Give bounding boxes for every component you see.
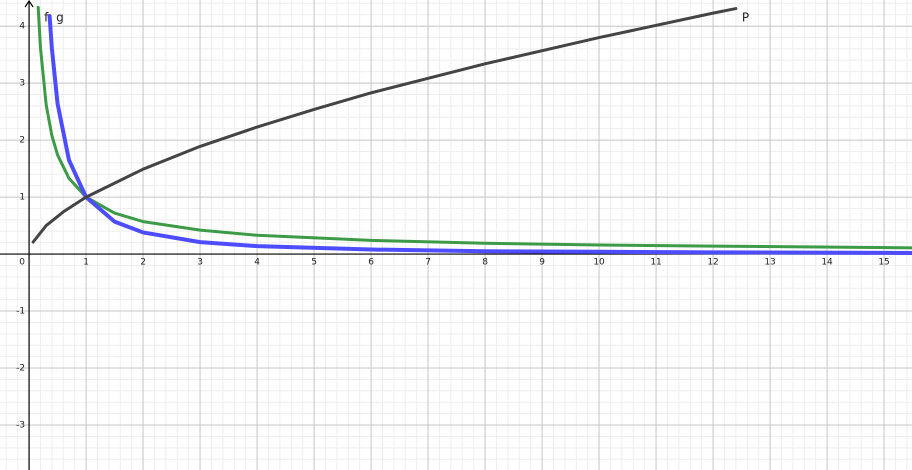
x-tick-label: 4 — [254, 258, 260, 268]
y-tick-label: -1 — [16, 307, 25, 317]
curve-label: f — [44, 11, 49, 25]
y-tick-label: -2 — [16, 364, 25, 374]
x-tick-label: 9 — [539, 258, 545, 268]
curves — [31, 5, 912, 255]
x-tick-label: 5 — [311, 258, 317, 268]
x-tick-label: 13 — [764, 258, 775, 268]
y-axis-arrow — [24, 0, 34, 8]
curve-label: P — [742, 11, 749, 25]
x-tick-label: 1 — [83, 258, 89, 268]
x-tick-label: 10 — [593, 258, 605, 268]
curve — [47, 13, 912, 255]
y-tick-label: 2 — [19, 136, 25, 146]
x-tick-label: 8 — [482, 258, 488, 268]
x-tick-label: 6 — [368, 258, 374, 268]
curve — [31, 7, 738, 244]
y-tick-label: 1 — [19, 193, 25, 203]
x-tick-label: 2 — [140, 258, 146, 268]
x-tick-label: 0 — [19, 258, 25, 268]
x-tick-label: 15 — [878, 258, 889, 268]
y-tick-label: 3 — [19, 79, 25, 89]
y-tick-label: 4 — [19, 22, 25, 32]
x-tick-label: 14 — [821, 258, 833, 268]
curve — [36, 5, 912, 250]
x-tick-label: 3 — [197, 258, 203, 268]
y-tick-label: -3 — [16, 420, 25, 430]
x-tick-label: 11 — [650, 258, 661, 268]
x-tick-label: 12 — [707, 258, 718, 268]
curve-label: g — [56, 11, 64, 25]
x-tick-label: 7 — [425, 258, 431, 268]
